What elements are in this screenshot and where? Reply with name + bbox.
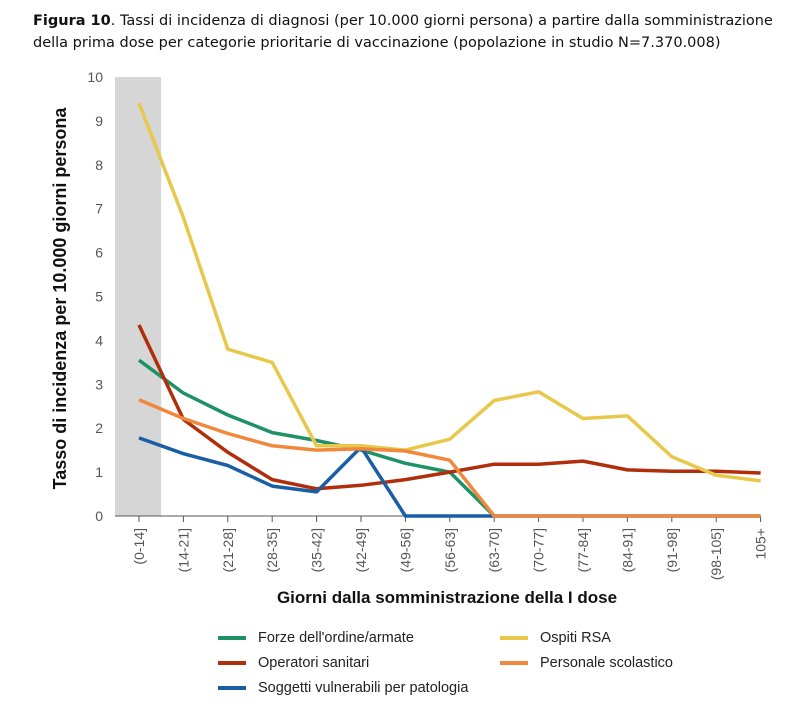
legend-swatch [218, 686, 246, 690]
legend-label: Ospiti RSA [540, 630, 611, 646]
x-tick-label: 105+ [753, 528, 769, 560]
y-axis-title: Tasso di incidenza per 10.000 giorni per… [50, 107, 70, 490]
legend-swatch [218, 636, 246, 640]
legend-swatch [500, 661, 528, 665]
figure-label: Figura 10 [33, 13, 111, 29]
legend-item: Operatori sanitari [218, 655, 369, 671]
figure-caption: Figura 10. Tassi di incidenza di diagnos… [33, 10, 783, 54]
y-tick-label: 9 [95, 113, 103, 129]
x-tick-label: (70-77] [531, 528, 547, 572]
series-line-3 [137, 102, 761, 483]
x-tick-label: (77-84] [575, 528, 591, 572]
y-tick-label: 1 [95, 464, 103, 480]
legend-label: Forze dell'ordine/armate [258, 630, 414, 646]
y-tick-label: 7 [95, 201, 103, 217]
series-line-2 [138, 436, 761, 518]
y-tick-label: 8 [95, 157, 103, 173]
series-line-4 [138, 398, 761, 518]
y-tick-label: 4 [95, 332, 103, 348]
series-line-1 [137, 324, 761, 491]
y-tick-label: 6 [95, 245, 103, 261]
x-tick-label: (63-70] [486, 528, 502, 572]
x-tick-label: (49-56] [397, 528, 413, 572]
x-tick-label: (14-21] [175, 528, 191, 572]
x-tick-label: (84-91] [619, 528, 635, 572]
legend-item: Forze dell'ordine/armate [218, 630, 414, 646]
x-tick-label: (42-49] [353, 528, 369, 572]
y-tick-label: 0 [95, 508, 103, 524]
series-line-0 [137, 358, 496, 518]
legend-label: Soggetti vulnerabili per patologia [258, 680, 469, 696]
legend-item: Soggetti vulnerabili per patologia [218, 680, 468, 696]
y-tick-label: 10 [87, 69, 103, 85]
x-tick-label: (91-98] [664, 528, 680, 572]
legend-label: Personale scolastico [540, 655, 673, 671]
x-tick-label: (56-63] [442, 528, 458, 572]
legend-label: Operatori sanitari [258, 655, 370, 671]
x-tick-label: (0-14] [131, 528, 147, 565]
y-tick-label: 2 [95, 420, 103, 436]
legend-swatch [218, 661, 246, 665]
x-tick-label: (98-105] [708, 528, 724, 580]
legend-item: Ospiti RSA [500, 630, 611, 646]
x-tick-label: (35-42] [309, 528, 325, 572]
x-axis-title: Giorni dalla somministrazione della I do… [277, 588, 617, 607]
legend-item: Personale scolastico [500, 655, 673, 671]
figure-caption-text: . Tassi di incidenza di diagnosi (per 10… [33, 13, 773, 51]
y-tick-label: 3 [95, 376, 103, 392]
legend-swatch [500, 636, 528, 640]
x-tick-label: (21-28] [220, 528, 236, 572]
x-tick-label: (28-35] [264, 528, 280, 572]
y-tick-label: 5 [95, 289, 103, 305]
